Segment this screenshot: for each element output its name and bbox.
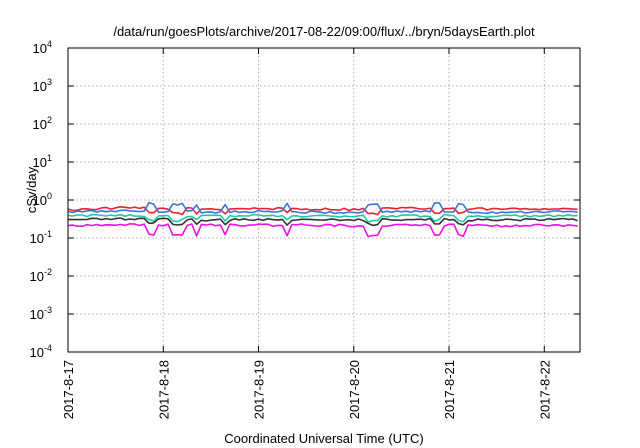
y-tick-label: 103 xyxy=(33,77,52,94)
y-tick-exponent: -4 xyxy=(44,343,52,353)
y-tick-base: 10 xyxy=(30,269,44,284)
grid-layer xyxy=(67,47,580,353)
x-axis-title: Coordinated Universal Time (UTC) xyxy=(224,431,423,446)
x-tick-layer: 2017-8-17 2017-8-18 2017-8-19 2017-8-20 2017… xyxy=(61,48,552,419)
y-tick-exponent: 2 xyxy=(47,115,52,125)
y-tick-base: 10 xyxy=(30,231,44,246)
y-tick-label: 101 xyxy=(33,153,52,170)
y-tick-base: 10 xyxy=(33,193,47,208)
y-tick-exponent: 1 xyxy=(47,153,52,163)
y-tick-exponent: 3 xyxy=(47,77,52,87)
y-tick-label: 10-4 xyxy=(30,343,52,360)
y-tick-base: 10 xyxy=(30,345,44,360)
y-tick-exponent: 0 xyxy=(47,191,52,201)
series-line xyxy=(67,223,578,238)
series-layer xyxy=(67,201,578,238)
x-tick-label: 2017-8-18 xyxy=(156,360,171,419)
series-line xyxy=(68,217,578,227)
y-tick-label: 104 xyxy=(33,39,52,56)
x-tick-label: 2017-8-22 xyxy=(537,360,552,419)
x-tick-label: 2017-8-19 xyxy=(252,360,267,419)
y-tick-base: 10 xyxy=(30,307,44,322)
x-tick-label: 2017-8-20 xyxy=(347,360,362,419)
y-axis-title: cSv/day xyxy=(24,166,39,213)
y-tick-label: 102 xyxy=(33,115,52,132)
series-line xyxy=(67,201,578,215)
y-tick-label: 10-2 xyxy=(30,267,52,284)
series-line xyxy=(67,213,578,223)
y-tick-exponent: 4 xyxy=(47,39,52,49)
series-line xyxy=(67,206,578,216)
chart-title: /data/run/goesPlots/archive/2017-08-22/0… xyxy=(113,24,535,39)
y-tick-base: 10 xyxy=(33,155,47,170)
y-tick-exponent: -1 xyxy=(44,229,52,239)
x-tick-label: 2017-8-17 xyxy=(61,360,76,419)
y-tick-exponent: -3 xyxy=(44,305,52,315)
y-tick-label: 100 xyxy=(33,191,52,208)
y-tick-exponent: -2 xyxy=(44,267,52,277)
x-tick-label: 2017-8-21 xyxy=(442,360,457,419)
y-tick-base: 10 xyxy=(33,41,47,56)
y-tick-label: 10-3 xyxy=(30,305,52,322)
y-tick-label: 10-1 xyxy=(30,229,52,246)
y-tick-base: 10 xyxy=(33,117,47,132)
y-tick-base: 10 xyxy=(33,79,47,94)
